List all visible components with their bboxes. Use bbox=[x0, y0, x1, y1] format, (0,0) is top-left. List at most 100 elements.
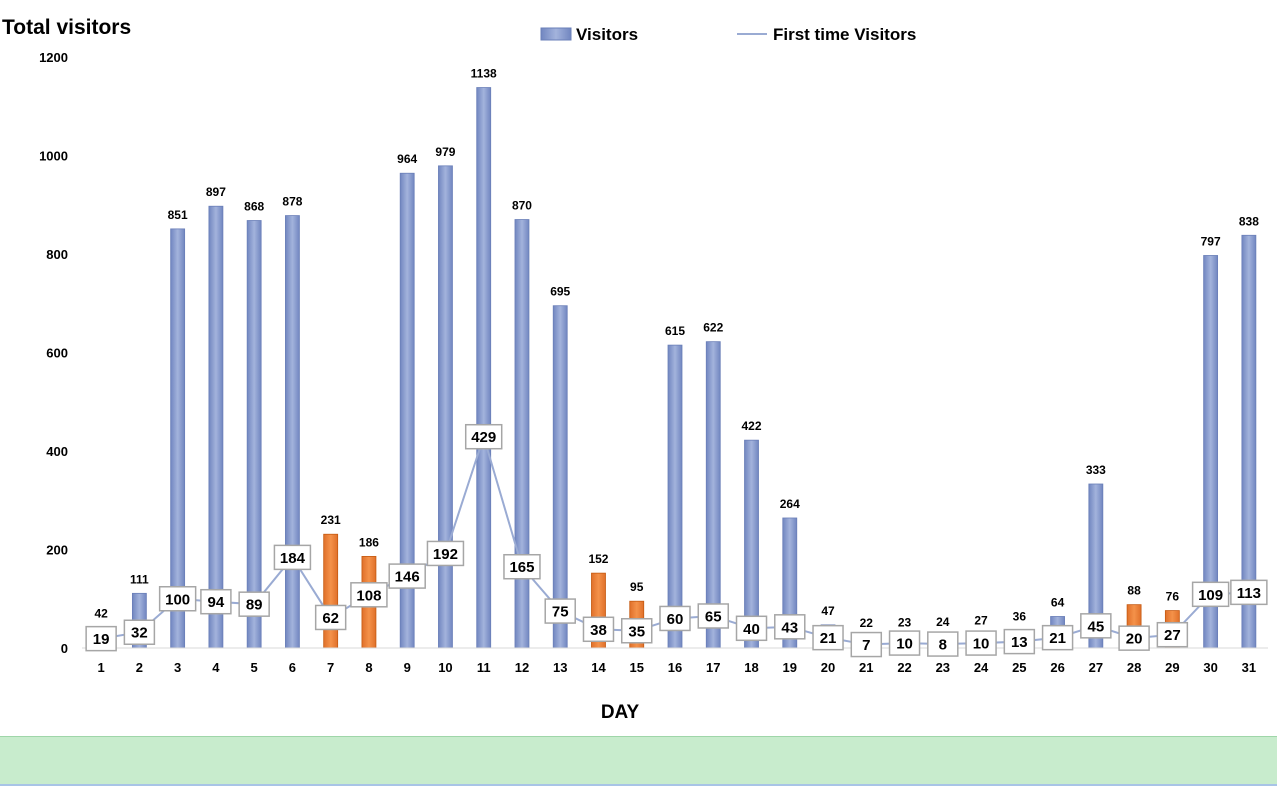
line-value-box bbox=[273, 544, 312, 571]
y-tick-label: 1200 bbox=[39, 50, 68, 65]
x-tick-label: 16 bbox=[668, 660, 682, 675]
line-value-label: 100 bbox=[165, 591, 190, 608]
x-tick-label: 11 bbox=[477, 660, 491, 675]
bar-value-label: 95 bbox=[630, 580, 644, 594]
line-value-box bbox=[85, 625, 117, 652]
line-value-box bbox=[158, 586, 197, 612]
bar-value-label: 231 bbox=[321, 513, 341, 527]
line-value-label: 184 bbox=[280, 550, 306, 567]
line-value-box bbox=[1156, 621, 1189, 648]
bar-value-label: 878 bbox=[282, 195, 302, 209]
x-tick-label: 13 bbox=[553, 660, 567, 675]
bar-value-label: 47 bbox=[821, 604, 835, 618]
bar-value-label: 838 bbox=[1239, 214, 1259, 228]
line-value-box bbox=[850, 631, 883, 658]
bar-value-label: 979 bbox=[435, 145, 455, 159]
x-tick-label: 18 bbox=[744, 660, 758, 675]
x-tick-label: 27 bbox=[1089, 660, 1103, 675]
line-value-label: 38 bbox=[590, 622, 607, 639]
line-value-label: 60 bbox=[667, 611, 684, 628]
line-value-box bbox=[1080, 613, 1112, 639]
line-value-label: 109 bbox=[1198, 587, 1223, 604]
x-tick-label: 3 bbox=[174, 660, 181, 675]
line-value-label: 89 bbox=[246, 597, 263, 614]
bar-value-label: 24 bbox=[936, 615, 950, 629]
bar-value-label: 797 bbox=[1201, 234, 1221, 248]
y-tick-label: 800 bbox=[46, 247, 68, 262]
line-value-box bbox=[659, 605, 691, 632]
bar-value-label: 897 bbox=[206, 185, 226, 199]
line-value-label: 21 bbox=[820, 630, 837, 647]
line-value-label: 35 bbox=[628, 623, 645, 640]
line-value-box bbox=[582, 616, 615, 643]
bar-value-label: 111 bbox=[130, 572, 149, 586]
bar-value-label: 264 bbox=[780, 497, 800, 511]
line-value-label: 32 bbox=[131, 625, 148, 642]
bar bbox=[705, 341, 721, 649]
bar-value-label: 964 bbox=[397, 152, 417, 166]
bar-value-label: 622 bbox=[703, 321, 723, 335]
x-tick-label: 30 bbox=[1203, 660, 1217, 675]
line-value-label: 10 bbox=[896, 636, 913, 653]
line-value-label: 65 bbox=[705, 608, 722, 625]
bar bbox=[514, 219, 530, 649]
bar-value-label: 695 bbox=[550, 285, 570, 299]
x-tick-label: 1 bbox=[98, 660, 105, 675]
line-value-label: 27 bbox=[1164, 627, 1181, 644]
bar bbox=[208, 205, 224, 649]
x-tick-label: 9 bbox=[404, 660, 411, 675]
x-tick-label: 14 bbox=[591, 660, 606, 675]
bar bbox=[667, 344, 683, 649]
bar-data-labels: 42 111 851 897 868 878 231 186 964 979 1138 870 695 1… bbox=[94, 67, 1259, 631]
bar bbox=[246, 220, 262, 649]
y-axis: 0 200 400 600 800 1000 1200 bbox=[39, 50, 68, 656]
line-value-box bbox=[123, 619, 156, 645]
line-value-box bbox=[388, 563, 426, 589]
bar-value-label: 422 bbox=[742, 419, 762, 433]
x-tick-label: 21 bbox=[859, 660, 873, 675]
bar bbox=[170, 228, 186, 649]
line-value-box bbox=[697, 603, 730, 629]
line-value-label: 62 bbox=[322, 610, 339, 627]
x-axis-title: DAY bbox=[601, 702, 640, 723]
line-value-label: 40 bbox=[743, 621, 760, 638]
line-value-box bbox=[238, 591, 270, 617]
line-value-label: 10 bbox=[973, 636, 990, 653]
line-value-label: 429 bbox=[471, 429, 496, 446]
line-value-box bbox=[1041, 624, 1074, 651]
y-tick-label: 0 bbox=[61, 641, 68, 656]
bar-value-label: 27 bbox=[974, 614, 988, 628]
bar-value-label: 42 bbox=[94, 606, 108, 620]
bar bbox=[552, 305, 568, 649]
y-tick-label: 600 bbox=[46, 346, 68, 361]
line-value-box bbox=[464, 423, 503, 450]
bar-value-label: 1138 bbox=[471, 67, 497, 81]
line-value-label: 165 bbox=[509, 559, 534, 576]
footer-band bbox=[0, 736, 1277, 786]
line-value-box bbox=[503, 553, 541, 580]
line-value-box bbox=[1191, 581, 1230, 608]
line-value-label: 20 bbox=[1126, 631, 1143, 648]
line-value-label: 19 bbox=[93, 631, 110, 648]
bar-value-label: 615 bbox=[665, 324, 685, 338]
y-tick-label: 400 bbox=[46, 444, 68, 459]
line-value-box bbox=[927, 631, 959, 657]
line-value-label: 8 bbox=[939, 637, 947, 654]
bar-value-label: 186 bbox=[359, 535, 379, 549]
x-tick-label: 7 bbox=[327, 660, 334, 675]
bar-value-label: 333 bbox=[1086, 463, 1106, 477]
x-tick-label: 25 bbox=[1012, 660, 1026, 675]
x-tick-label: 8 bbox=[365, 660, 372, 675]
x-tick-label: 22 bbox=[897, 660, 911, 675]
line-value-box bbox=[888, 630, 921, 656]
x-tick-label: 4 bbox=[212, 660, 220, 675]
legend: Visitors First time Visitors bbox=[540, 25, 916, 44]
y-tick-label: 1000 bbox=[39, 149, 68, 164]
line-value-box bbox=[774, 614, 806, 640]
line-value-label: 75 bbox=[552, 604, 569, 621]
bar-value-label: 23 bbox=[898, 616, 912, 630]
bar-value-label: 870 bbox=[512, 199, 532, 213]
x-tick-label: 10 bbox=[438, 660, 452, 675]
line-value-label: 45 bbox=[1087, 618, 1104, 635]
legend-first-time-label: First time Visitors bbox=[773, 25, 916, 44]
